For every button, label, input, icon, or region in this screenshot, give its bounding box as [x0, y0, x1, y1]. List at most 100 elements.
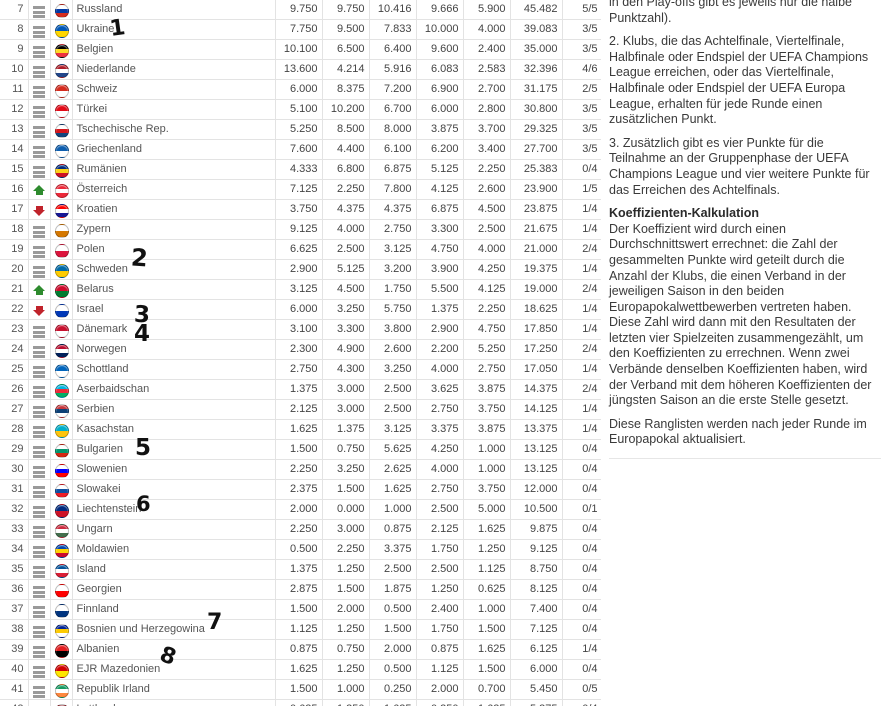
- table-row[interactable]: 34 Moldawien 0.500 2.250 3.375 1.750 1.250 9.12…: [0, 539, 601, 560]
- country-flag-icon: [54, 684, 69, 699]
- table-row[interactable]: 22 Israel 6.000 3.250 5.750 1.375 2.250 18.625 1…: [0, 299, 601, 320]
- country-name-cell[interactable]: Republik Irland: [72, 679, 276, 700]
- table-row[interactable]: 28 Kasachstan 1.625 1.375 3.125 3.375 3.875 13.…: [0, 419, 601, 440]
- country-name-cell[interactable]: Moldawien: [72, 539, 276, 560]
- country-name-cell[interactable]: Polen: [72, 239, 276, 260]
- flag-cell: [50, 479, 73, 500]
- table-row[interactable]: 32 Liechtenstein 2.000 0.000 1.000 2.500 5.000…: [0, 499, 601, 520]
- country-name-cell[interactable]: Ungarn: [72, 519, 276, 540]
- season-3-coefficient-cell: 7.833: [369, 19, 417, 40]
- table-row[interactable]: 41 Republik Irland 1.500 1.000 0.250 2.000 0.7…: [0, 679, 601, 700]
- table-row[interactable]: 24 Norwegen 2.300 4.900 2.600 2.200 5.250 17.25…: [0, 339, 601, 360]
- country-name-cell[interactable]: Österreich: [72, 179, 276, 200]
- table-row[interactable]: 26 Aserbaidschan 1.375 3.000 2.500 3.625 3.875…: [0, 379, 601, 400]
- season-5-coefficient-cell: 3.700: [463, 119, 511, 140]
- country-name-cell[interactable]: Belgien: [72, 39, 276, 60]
- table-row[interactable]: 39 Albanien 0.875 0.750 2.000 0.875 1.625 6.125…: [0, 639, 601, 660]
- rank-cell: 42: [0, 699, 29, 706]
- flag-cell: [50, 159, 73, 180]
- season-4-coefficient-cell: 9.600: [416, 39, 464, 60]
- country-flag-icon: [54, 384, 69, 399]
- season-2-coefficient-cell: 1.000: [322, 679, 370, 700]
- country-name-cell[interactable]: Griechenland: [72, 139, 276, 160]
- total-coefficient-cell: 39.083: [510, 19, 563, 40]
- country-name-cell[interactable]: Niederlande: [72, 59, 276, 80]
- table-row[interactable]: 38 Bosnien und Herzegowina 1.125 1.250 1.500…: [0, 619, 601, 640]
- table-row[interactable]: 12 Türkei 5.100 10.200 6.700 6.000 2.800 30.800…: [0, 99, 601, 120]
- country-name-cell[interactable]: Aserbaidschan: [72, 379, 276, 400]
- total-coefficient-cell: 13.125: [510, 439, 563, 460]
- table-row[interactable]: 31 Slowakei 2.375 1.500 1.625 2.750 3.750 12.00…: [0, 479, 601, 500]
- season-4-coefficient-cell: 0.250: [416, 699, 464, 706]
- table-row[interactable]: 18 Zypern 9.125 4.000 2.750 3.300 2.500 21.675 1…: [0, 219, 601, 240]
- country-name-cell[interactable]: Island: [72, 559, 276, 580]
- table-row[interactable]: 21 Belarus 3.125 4.500 1.750 5.500 4.125 19.000…: [0, 279, 601, 300]
- country-name-cell[interactable]: Ukraine: [72, 19, 276, 40]
- table-row[interactable]: 25 Schottland 2.750 4.300 3.250 4.000 2.750 17.…: [0, 359, 601, 380]
- season-2-coefficient-cell: 1.500: [322, 579, 370, 600]
- table-row[interactable]: 36 Georgien 2.875 1.500 1.875 1.250 0.625 8.125…: [0, 579, 601, 600]
- flag-cell: [50, 539, 73, 560]
- season-1-coefficient-cell: 9.750: [275, 0, 323, 20]
- season-3-coefficient-cell: 1.000: [369, 499, 417, 520]
- country-name-cell[interactable]: Norwegen: [72, 339, 276, 360]
- country-name-cell[interactable]: Kasachstan: [72, 419, 276, 440]
- country-name-cell[interactable]: Belarus: [72, 279, 276, 300]
- table-row[interactable]: 10 Niederlande 13.600 4.214 5.916 6.083 2.583 3…: [0, 59, 601, 80]
- country-name-cell[interactable]: Slowenien: [72, 459, 276, 480]
- club-ratio-cell: 3/5: [562, 99, 601, 120]
- table-row[interactable]: 9 Belgien 10.100 6.500 6.400 9.600 2.400 35.000…: [0, 39, 601, 60]
- table-row[interactable]: 30 Slowenien 2.250 3.250 2.625 4.000 1.000 13.1…: [0, 459, 601, 480]
- season-4-coefficient-cell: 2.000: [416, 679, 464, 700]
- table-row[interactable]: 23 Dänemark 3.100 3.300 3.800 2.900 4.750 17.85…: [0, 319, 601, 340]
- table-row[interactable]: 19 Polen 6.625 2.500 3.125 4.750 4.000 21.000 2/…: [0, 239, 601, 260]
- country-name-cell[interactable]: Schweiz: [72, 79, 276, 100]
- country-name-cell[interactable]: Dänemark: [72, 319, 276, 340]
- country-name-cell[interactable]: Finnland: [72, 599, 276, 620]
- coefficient-table-container[interactable]: 7 Russland 9.750 9.750 10.416 9.666 5.900 45.48…: [0, 0, 601, 706]
- table-row[interactable]: 37 Finnland 1.500 2.000 0.500 2.400 1.000 7.400…: [0, 599, 601, 620]
- arrow-up-icon: [32, 284, 46, 297]
- country-name-cell[interactable]: Türkei: [72, 99, 276, 120]
- country-name-cell[interactable]: Bosnien und Herzegowina: [72, 619, 276, 640]
- flag-cell: [50, 619, 73, 640]
- table-row[interactable]: 42Lettland0.6251.2501.6250.2501.6255.375…: [0, 699, 601, 706]
- country-name-cell[interactable]: Rumänien: [72, 159, 276, 180]
- table-row[interactable]: 40 EJR Mazedonien 1.625 1.250 0.500 1.125 1.50…: [0, 659, 601, 680]
- table-row[interactable]: 7 Russland 9.750 9.750 10.416 9.666 5.900 45.48…: [0, 0, 601, 20]
- country-name-cell[interactable]: Georgien: [72, 579, 276, 600]
- flag-cell: [50, 219, 73, 240]
- table-row[interactable]: 16 Österreich 7.125 2.250 7.800 4.125 2.600 23.…: [0, 179, 601, 200]
- table-row[interactable]: 11 Schweiz 6.000 8.375 7.200 6.900 2.700 31.175…: [0, 79, 601, 100]
- table-row[interactable]: 33 Ungarn 2.250 3.000 0.875 2.125 1.625 9.875 0/…: [0, 519, 601, 540]
- table-row[interactable]: 20 Schweden 2.900 5.125 3.200 3.900 4.250 19.37…: [0, 259, 601, 280]
- country-name-cell[interactable]: Albanien: [72, 639, 276, 660]
- country-name-cell[interactable]: Tschechische Rep.: [72, 119, 276, 140]
- country-name-cell[interactable]: Serbien: [72, 399, 276, 420]
- season-2-coefficient-cell: 9.750: [322, 0, 370, 20]
- country-name-cell[interactable]: Kroatien: [72, 199, 276, 220]
- country-flag-icon: [54, 484, 69, 499]
- country-name-cell[interactable]: EJR Mazedonien: [72, 659, 276, 680]
- country-name-cell[interactable]: Schweden: [72, 259, 276, 280]
- table-row[interactable]: 15 Rumänien 4.333 6.800 6.875 5.125 2.250 25.38…: [0, 159, 601, 180]
- table-row[interactable]: 8 Ukraine 7.750 9.500 7.833 10.000 4.000 39.083…: [0, 19, 601, 40]
- trend-up-icon: [28, 279, 51, 300]
- rank-cell: 35: [0, 559, 29, 580]
- country-name-cell[interactable]: Schottland: [72, 359, 276, 380]
- table-row[interactable]: 17 Kroatien 3.750 4.375 4.375 6.875 4.500 23.87…: [0, 199, 601, 220]
- table-row[interactable]: 13 Tschechische Rep. 5.250 8.500 8.000 3.875 3…: [0, 119, 601, 140]
- country-name-cell[interactable]: Israel: [72, 299, 276, 320]
- country-name-cell[interactable]: Zypern: [72, 219, 276, 240]
- country-name-cell[interactable]: Lettland: [72, 699, 276, 706]
- country-name-cell[interactable]: Slowakei: [72, 479, 276, 500]
- country-name-cell[interactable]: Bulgarien: [72, 439, 276, 460]
- country-name-cell[interactable]: Russland: [72, 0, 276, 20]
- table-row[interactable]: 14 Griechenland 7.600 4.400 6.100 6.200 3.400 2…: [0, 139, 601, 160]
- country-name-cell[interactable]: Liechtenstein: [72, 499, 276, 520]
- table-row[interactable]: 29 Bulgarien 1.500 0.750 5.625 4.250 1.000 13.1…: [0, 439, 601, 460]
- season-5-coefficient-cell: 2.250: [463, 299, 511, 320]
- season-3-coefficient-cell: 5.625: [369, 439, 417, 460]
- table-row[interactable]: 35 Island 1.375 1.250 2.500 2.500 1.125 8.750 0/…: [0, 559, 601, 580]
- table-row[interactable]: 27 Serbien 2.125 3.000 2.500 2.750 3.750 14.125…: [0, 399, 601, 420]
